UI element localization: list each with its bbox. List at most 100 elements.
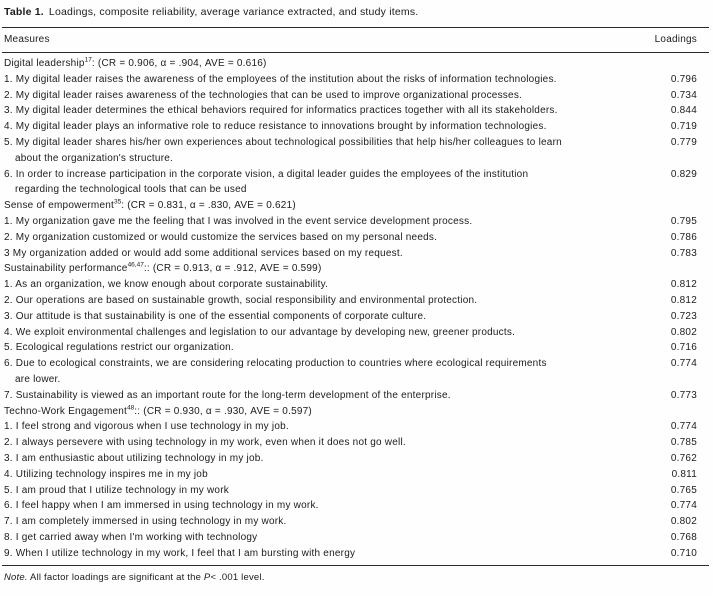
item-text: 6. I feel happy when I am immersed in us…	[4, 498, 649, 514]
item-row: 1. As an organization, we know enough ab…	[4, 277, 697, 293]
item-row: 6. I feel happy when I am immersed in us…	[4, 498, 697, 514]
construct-stats: : (CR = 0.831, α = .830, AVE = 0.621)	[121, 200, 296, 212]
construct-ref-superscript: 48	[127, 404, 135, 412]
item-line: 2. My digital leader raises awareness of…	[4, 89, 523, 101]
item-text: 1. My digital leader raises the awarenes…	[4, 72, 649, 88]
item-row: 4. Utilizing technology inspires me in m…	[4, 467, 697, 483]
item-line: 9. When I utilize technology in my work,…	[4, 547, 356, 559]
item-line: are lower.	[15, 373, 61, 385]
item-line: 4. We exploit environmental challenges a…	[4, 326, 516, 338]
section-header: Sense of empowerment35: (CR = 0.831, α =…	[4, 198, 649, 214]
loading-value: 0.785	[670, 437, 697, 449]
construct-name: Sense of empowerment	[4, 200, 115, 212]
item-row: 6. Due to ecological constraints, we are…	[4, 356, 697, 388]
item-row: 3. Our attitude is that sustainability i…	[4, 309, 697, 325]
item-line: about the organization's structure.	[15, 152, 174, 164]
top-rule	[2, 27, 709, 28]
loading-value: 0.812	[670, 294, 697, 306]
loading-value: 0.774	[670, 500, 697, 512]
item-text: 8. I get carried away when I'm working w…	[4, 530, 649, 546]
item-row: 7. I am completely immersed in using tec…	[4, 514, 697, 530]
loading-value: 0.796	[670, 73, 697, 85]
item-text: 2. I always persevere with using technol…	[4, 435, 649, 451]
item-row: 1. My digital leader raises the awarenes…	[4, 72, 697, 88]
section-header-row: Techno-Work Engagement48:: (CR = 0.930, …	[4, 404, 697, 420]
construct-ref-superscript: 17	[84, 56, 92, 64]
item-text: 3. My digital leader determines the ethi…	[4, 103, 649, 119]
item-line: 6. Due to ecological constraints, we are…	[4, 358, 547, 370]
item-text: 4. My digital leader plays an informativ…	[4, 119, 649, 135]
table-body: Digital leadership17: (CR = 0.906, α = .…	[4, 53, 697, 565]
loading-value: 0.768	[670, 531, 697, 543]
note-text-after: < .001 level.	[210, 571, 265, 583]
item-row: 5. I am proud that I utilize technology …	[4, 483, 697, 499]
section-header-row: Digital leadership17: (CR = 0.906, α = .…	[4, 56, 697, 72]
loading-value: 0.812	[670, 279, 697, 291]
item-line: 3. Our attitude is that sustainability i…	[4, 310, 427, 322]
item-row: 9. When I utilize technology in my work,…	[4, 546, 697, 562]
note-label: Note.	[4, 571, 28, 583]
item-text: 6. Due to ecological constraints, we are…	[4, 356, 649, 388]
item-text: 2. My digital leader raises awareness of…	[4, 88, 649, 104]
section-header-line: Techno-Work Engagement48:: (CR = 0.930, …	[4, 404, 649, 420]
column-header-loadings: Loadings	[654, 34, 697, 45]
item-line: 3. My digital leader determines the ethi…	[4, 105, 558, 117]
section-header-line: Sustainability performance46,47:: (CR = …	[4, 261, 649, 277]
section-header-line: Digital leadership17: (CR = 0.906, α = .…	[4, 56, 649, 72]
loading-value: 0.829	[670, 168, 697, 180]
item-line: 1. As an organization, we know enough ab…	[4, 279, 329, 291]
item-row: 2. Our operations are based on sustainab…	[4, 293, 697, 309]
item-text: 4. We exploit environmental challenges a…	[4, 325, 649, 341]
table-title: Table 1. Loadings, composite reliability,…	[4, 5, 697, 19]
item-line: 2. I always persevere with using technol…	[4, 437, 406, 449]
item-text: 1. As an organization, we know enough ab…	[4, 277, 649, 293]
item-text: 2. Our operations are based on sustainab…	[4, 293, 649, 309]
loading-value: 0.723	[670, 310, 697, 322]
item-row: 7. Sustainability is viewed as an import…	[4, 388, 697, 404]
item-row: 2. My digital leader raises awareness of…	[4, 88, 697, 104]
item-row: 3 My organization added or would add som…	[4, 246, 697, 262]
loading-value: 0.802	[670, 326, 697, 338]
loading-value: 0.774	[670, 358, 697, 370]
item-text: 9. When I utilize technology in my work,…	[4, 546, 649, 562]
construct-name: Techno-Work Engagement	[4, 405, 128, 417]
loading-value: 0.734	[670, 89, 697, 101]
construct-name: Sustainability performance	[4, 263, 128, 275]
loading-value: 0.811	[671, 468, 697, 480]
item-row: 4. My digital leader plays an informativ…	[4, 119, 697, 135]
loading-value: 0.762	[670, 452, 697, 464]
item-text: 6. In order to increase participation in…	[4, 167, 649, 199]
loading-value: 0.765	[670, 484, 697, 496]
item-row: 8. I get carried away when I'm working w…	[4, 530, 697, 546]
loading-value: 0.779	[670, 136, 697, 148]
table-page: Table 1. Loadings, composite reliability,…	[2, 5, 709, 584]
section-header-row: Sustainability performance46,47:: (CR = …	[4, 261, 697, 277]
item-row: 5. My digital leader shares his/her own …	[4, 135, 697, 167]
item-line: 1. I feel strong and vigorous when I use…	[4, 421, 289, 433]
item-line: 7. I am completely immersed in using tec…	[4, 516, 287, 528]
header-rule	[2, 52, 709, 53]
item-line: 2. My organization customized or would c…	[4, 231, 438, 243]
item-text: 3. I am enthusiastic about utilizing tec…	[4, 451, 649, 467]
item-line: regarding the technological tools that c…	[15, 184, 247, 196]
loading-value: 0.786	[670, 231, 697, 243]
item-text: 5. Ecological regulations restrict our o…	[4, 340, 649, 356]
construct-ref-superscript: 46,47	[127, 262, 144, 270]
item-line: 3 My organization added or would add som…	[4, 247, 403, 259]
table-note: Note. All factor loadings are significan…	[4, 566, 697, 584]
item-line: 5. I am proud that I utilize technology …	[4, 484, 229, 496]
item-line: 4. My digital leader plays an informativ…	[4, 121, 547, 133]
loading-value: 0.716	[670, 342, 697, 354]
note-p-symbol: P	[203, 571, 211, 583]
item-line: 6. In order to increase participation in…	[4, 168, 529, 180]
item-text: 7. I am completely immersed in using tec…	[4, 514, 649, 530]
section-header: Sustainability performance46,47:: (CR = …	[4, 261, 649, 277]
construct-name: Digital leadership	[4, 58, 85, 69]
loading-value: 0.719	[670, 121, 697, 133]
bottom-rule	[2, 564, 709, 566]
item-row: 5. Ecological regulations restrict our o…	[4, 340, 697, 356]
item-line: 5. Ecological regulations restrict our o…	[4, 342, 234, 354]
table-caption: Loadings, composite reliability, average…	[48, 6, 419, 18]
column-header-row: Measures Loadings	[4, 28, 697, 52]
section-header-line: Sense of empowerment35: (CR = 0.831, α =…	[4, 198, 649, 214]
